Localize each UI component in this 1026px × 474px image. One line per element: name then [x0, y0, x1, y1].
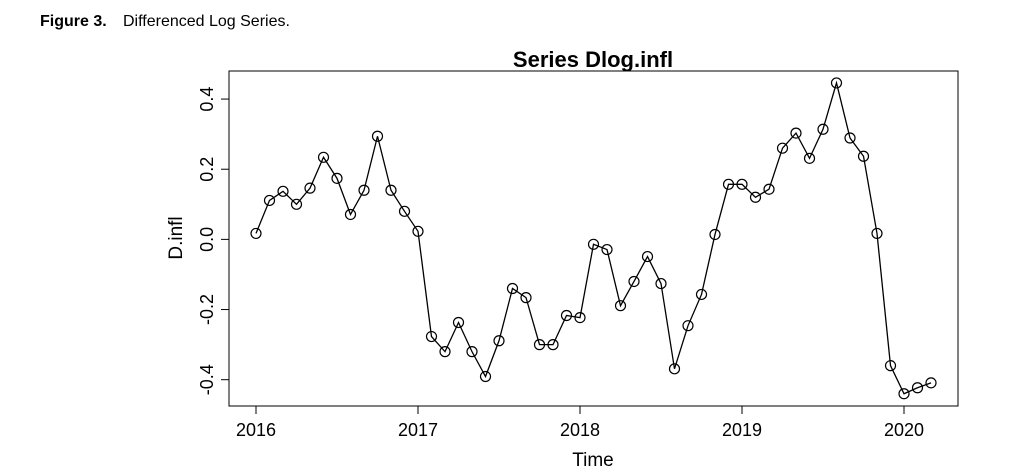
- point-marker: [736, 178, 748, 190]
- point-marker: [641, 250, 654, 263]
- point-marker: [749, 191, 762, 203]
- point-marker: [614, 300, 627, 312]
- point-marker: [371, 130, 384, 142]
- point-marker: [520, 292, 532, 304]
- caption-label: Figure 3.: [40, 13, 107, 30]
- point-marker: [803, 152, 816, 164]
- point-marker: [844, 132, 856, 144]
- point-marker: [655, 277, 667, 290]
- point-marker: [506, 282, 519, 295]
- plot-frame: [228, 70, 959, 407]
- caption-text: Differenced Log Series.: [123, 13, 290, 30]
- point-marker: [601, 243, 613, 256]
- point-marker: [304, 182, 316, 194]
- chart-title: Series Dlog.infl: [513, 47, 673, 72]
- x-tick-label: 2017: [398, 420, 438, 440]
- point-marker: [776, 142, 789, 154]
- point-marker: [857, 150, 870, 162]
- x-axis-label: Time: [572, 450, 614, 471]
- point-marker: [425, 330, 438, 343]
- point-marker: [628, 275, 640, 288]
- y-axis-label: D.infl: [166, 216, 187, 259]
- y-tick-label: 0.4: [197, 87, 217, 112]
- y-tick-label: 0.0: [197, 227, 217, 252]
- point-marker: [250, 227, 262, 240]
- point-marker: [263, 194, 276, 207]
- point-marker: [682, 320, 694, 332]
- y-tick-label: -0.4: [197, 364, 217, 395]
- point-marker: [344, 208, 357, 221]
- point-marker: [398, 205, 411, 217]
- point-marker: [439, 346, 451, 358]
- point-marker: [925, 377, 937, 389]
- point-marker: [385, 184, 397, 196]
- point-marker: [412, 225, 424, 237]
- point-marker: [763, 183, 775, 195]
- point-marker: [884, 360, 897, 372]
- point-marker: [898, 388, 910, 400]
- point-marker: [560, 309, 573, 322]
- point-marker: [493, 335, 505, 347]
- point-marker: [817, 123, 829, 135]
- point-marker: [574, 312, 586, 324]
- point-marker: [290, 198, 303, 210]
- point-marker: [695, 288, 708, 301]
- point-marker: [452, 316, 465, 329]
- point-marker: [911, 382, 924, 394]
- y-tick-label: 0.2: [197, 157, 217, 182]
- x-tick-label: 2020: [884, 420, 924, 440]
- point-marker: [722, 178, 735, 190]
- series-line: [255, 80, 932, 395]
- point-marker: [830, 77, 843, 89]
- point-marker: [358, 184, 370, 196]
- x-tick-label: 2018: [560, 420, 600, 440]
- point-marker: [479, 370, 492, 383]
- x-tick-label: 2016: [236, 420, 276, 440]
- point-marker: [533, 339, 546, 351]
- point-marker: [317, 151, 330, 163]
- point-marker: [871, 227, 883, 240]
- y-tick-label: -0.2: [197, 294, 217, 325]
- point-marker: [466, 346, 478, 358]
- point-marker: [668, 363, 681, 375]
- point-marker: [790, 127, 802, 139]
- point-marker: [547, 339, 559, 351]
- point-marker: [277, 185, 289, 197]
- point-marker: [331, 172, 343, 184]
- x-tick-label: 2019: [722, 420, 762, 440]
- point-marker: [709, 228, 721, 241]
- point-marker: [587, 238, 600, 250]
